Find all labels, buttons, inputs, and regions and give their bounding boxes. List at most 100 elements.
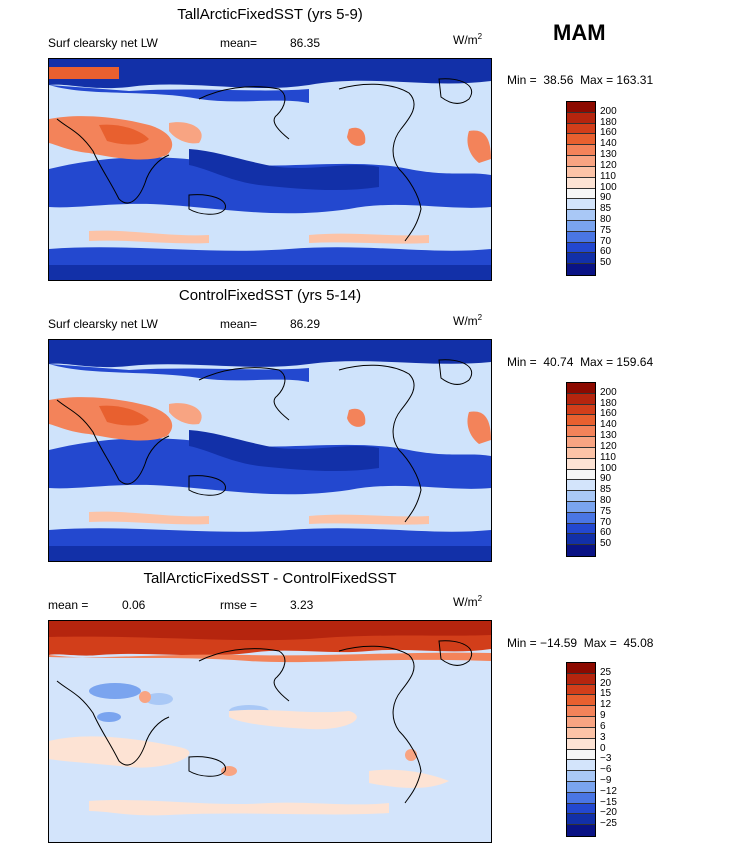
colorbar-swatch bbox=[567, 814, 595, 826]
colorbar-swatch bbox=[567, 480, 595, 492]
colorbar-swatch bbox=[567, 188, 595, 200]
colorbar-swatch bbox=[567, 695, 595, 707]
colorbar-swatch bbox=[567, 437, 595, 448]
colorbar-swatch bbox=[567, 717, 595, 728]
colorbar-swatch bbox=[567, 393, 595, 405]
colorbar-tick-label: 120 bbox=[600, 440, 617, 452]
colorbar-swatch bbox=[567, 415, 595, 427]
panel2-mean-label: mean= bbox=[220, 317, 258, 331]
colorbar-swatch bbox=[567, 210, 595, 221]
colorbar-swatch bbox=[567, 760, 595, 772]
panel3-title: TallArcticFixedSST - ControlFixedSST bbox=[143, 570, 397, 587]
colorbar-tick-label: 70 bbox=[600, 516, 612, 528]
colorbar-tick-label: 3 bbox=[600, 731, 606, 743]
colorbar-tick-label: 85 bbox=[600, 203, 612, 215]
colorbar-tick-label: 110 bbox=[600, 170, 616, 182]
colorbar-swatch bbox=[567, 781, 595, 793]
colorbar-swatch bbox=[567, 156, 595, 167]
colorbar-swatch bbox=[567, 825, 595, 836]
colorbar-tick-label: 140 bbox=[600, 419, 617, 431]
panel3-colorbar-ticks: 25 20 15 12 9 6 3 0 −3 −6 −9 −12 −15 −20 −25 bbox=[600, 662, 640, 835]
panel2-colorbar bbox=[566, 382, 596, 557]
panel1-colorbar bbox=[566, 101, 596, 276]
colorbar-tick-label: −6 bbox=[600, 764, 612, 776]
colorbar-swatch bbox=[567, 706, 595, 718]
panel3-map-svg bbox=[49, 621, 491, 842]
colorbar-tick-label: 50 bbox=[600, 257, 612, 269]
colorbar-tick-label: 9 bbox=[600, 710, 606, 722]
colorbar-tick-label: 130 bbox=[600, 149, 617, 161]
colorbar-tick-label: 85 bbox=[600, 484, 612, 496]
colorbar-tick-label: −25 bbox=[600, 818, 617, 830]
panel2-map bbox=[48, 339, 492, 562]
colorbar-tick-label: 100 bbox=[600, 462, 617, 474]
colorbar-swatch bbox=[567, 123, 595, 135]
season-label: MAM bbox=[553, 20, 606, 45]
colorbar-tick-label: 25 bbox=[600, 666, 612, 678]
colorbar-tick-label: 0 bbox=[600, 742, 606, 754]
panel2-map-svg bbox=[49, 340, 491, 561]
panel1-variable: Surf clearsky net LW bbox=[48, 36, 158, 50]
panel2-colorbar-ticks: 200 180 160 140 130 120 110 100 90 85 80 75 70 60 50 bbox=[600, 382, 640, 555]
colorbar-tick-label: −3 bbox=[600, 753, 612, 765]
colorbar-swatch bbox=[567, 447, 595, 459]
colorbar-swatch bbox=[567, 383, 595, 394]
colorbar-swatch bbox=[567, 491, 595, 502]
colorbar-tick-label: −9 bbox=[600, 774, 612, 786]
panel1-title: TallArcticFixedSST (yrs 5-9) bbox=[177, 6, 363, 23]
panel1-map bbox=[48, 58, 492, 281]
panel1-mean-value: 86.35 bbox=[290, 36, 321, 50]
colorbar-tick-label: 200 bbox=[600, 105, 617, 117]
colorbar-swatch bbox=[567, 523, 595, 535]
panel1-mean-label: mean= bbox=[220, 36, 258, 50]
colorbar-tick-label: 110 bbox=[600, 451, 616, 463]
panel3-map bbox=[48, 620, 492, 843]
colorbar-swatch bbox=[567, 738, 595, 750]
colorbar-swatch bbox=[567, 177, 595, 189]
panel3-rmse-value: 3.23 bbox=[290, 598, 314, 612]
colorbar-tick-label: 70 bbox=[600, 235, 612, 247]
colorbar-tick-label: 180 bbox=[600, 397, 617, 409]
colorbar-swatch bbox=[567, 231, 595, 243]
colorbar-tick-label: 50 bbox=[600, 538, 612, 550]
colorbar-tick-label: 130 bbox=[600, 430, 617, 442]
colorbar-tick-label: 180 bbox=[600, 116, 617, 128]
panel1-colorbar-ticks: 200 180 160 140 130 120 110 100 90 85 80 75 70 60 50 bbox=[600, 101, 640, 274]
panel3-rmse-label: rmse = bbox=[220, 598, 258, 612]
colorbar-swatch bbox=[567, 501, 595, 513]
colorbar-tick-label: −12 bbox=[600, 785, 617, 797]
colorbar-tick-label: 200 bbox=[600, 386, 617, 398]
panel1-map-svg bbox=[49, 59, 491, 280]
colorbar-swatch bbox=[567, 112, 595, 124]
colorbar-swatch bbox=[567, 253, 595, 265]
colorbar-tick-label: 140 bbox=[600, 138, 617, 150]
colorbar-tick-label: 80 bbox=[600, 494, 612, 506]
colorbar-tick-label: −15 bbox=[600, 796, 617, 808]
colorbar-tick-label: 160 bbox=[600, 127, 617, 139]
panel2-mean-value: 86.29 bbox=[290, 317, 321, 331]
colorbar-swatch bbox=[567, 534, 595, 546]
colorbar-swatch bbox=[567, 404, 595, 416]
colorbar-tick-label: 20 bbox=[600, 677, 612, 689]
colorbar-tick-label: 75 bbox=[600, 224, 612, 236]
colorbar-swatch bbox=[567, 199, 595, 211]
colorbar-swatch bbox=[567, 727, 595, 739]
colorbar-swatch bbox=[567, 242, 595, 254]
colorbar-swatch bbox=[567, 663, 595, 674]
colorbar-tick-label: 100 bbox=[600, 181, 617, 193]
panel2-title: ControlFixedSST (yrs 5-14) bbox=[178, 287, 362, 304]
colorbar-swatch bbox=[567, 673, 595, 685]
colorbar-tick-label: 90 bbox=[600, 192, 612, 204]
colorbar-swatch bbox=[567, 512, 595, 524]
colorbar-swatch bbox=[567, 264, 595, 275]
panel3-mean-label: mean = bbox=[48, 598, 89, 612]
colorbar-swatch bbox=[567, 771, 595, 782]
colorbar-tick-label: 60 bbox=[600, 246, 612, 258]
colorbar-swatch bbox=[567, 166, 595, 178]
colorbar-swatch bbox=[567, 684, 595, 696]
colorbar-swatch bbox=[567, 145, 595, 157]
panel1-minmax: Min = 38.56 Max = 163.31 bbox=[507, 73, 654, 87]
colorbar-tick-label: 80 bbox=[600, 213, 612, 225]
colorbar-tick-label: 60 bbox=[600, 527, 612, 539]
panel3-mean-value: 0.06 bbox=[122, 598, 146, 612]
